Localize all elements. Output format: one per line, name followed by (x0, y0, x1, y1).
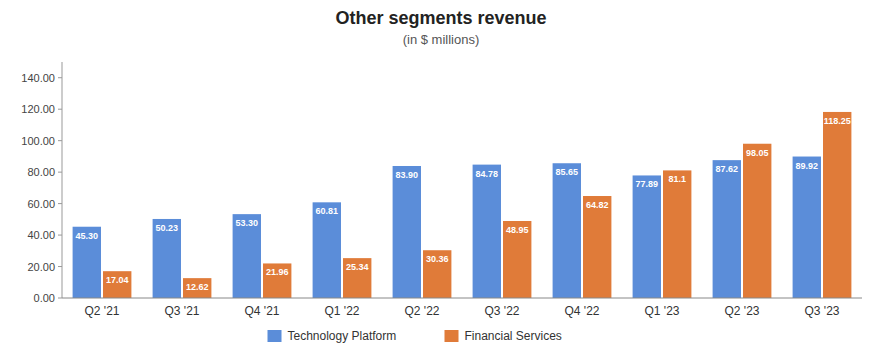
data-label: 25.34 (346, 262, 369, 272)
x-tick-label: Q4 '22 (565, 304, 600, 318)
y-tick-label: 20.00 (27, 261, 55, 273)
x-tick-label: Q1 '23 (645, 304, 680, 318)
bar (663, 170, 691, 298)
bar (393, 166, 421, 298)
legend: Technology Platform Financial Services (268, 329, 562, 343)
bar (713, 160, 741, 298)
x-tick-label: Q3 '23 (805, 304, 840, 318)
bar (183, 278, 211, 298)
x-tick-label: Q2 '23 (725, 304, 760, 318)
data-label: 60.81 (316, 206, 339, 216)
x-tick-label: Q3 '22 (485, 304, 520, 318)
x-tick-label: Q4 '21 (245, 304, 280, 318)
data-label: 53.30 (236, 218, 259, 228)
bar (553, 163, 581, 298)
bar (153, 219, 181, 298)
y-tick (58, 203, 62, 204)
y-axis: 0.00 20.00 40.00 60.00 80.00 100.00 120.00 140.… (21, 62, 62, 304)
y-tick-label: 140.00 (21, 72, 55, 84)
y-tick (58, 235, 62, 236)
y-tick-label: 40.00 (27, 229, 55, 241)
y-tick-label: 120.00 (21, 103, 55, 115)
bar (313, 202, 341, 298)
y-tick (58, 298, 62, 299)
y-tick (58, 77, 62, 78)
bar (423, 250, 451, 298)
y-axis-line (62, 62, 63, 298)
title: Other segments revenue (335, 8, 546, 28)
bar (73, 227, 101, 298)
x-tick-label: Q2 '21 (85, 304, 120, 318)
x-tick-label: Q2 '22 (405, 304, 440, 318)
data-label: 45.30 (76, 231, 99, 241)
data-label: 87.62 (716, 164, 739, 174)
data-label: 89.92 (796, 161, 819, 171)
data-label: 50.23 (156, 223, 179, 233)
y-tick-label: 0.00 (34, 292, 55, 304)
bar (823, 112, 851, 298)
y-tick (58, 109, 62, 110)
data-label: 98.05 (746, 148, 769, 158)
bar (503, 221, 531, 298)
bar (263, 263, 291, 298)
bar (633, 175, 661, 298)
bar (473, 165, 501, 298)
y-tick-label: 100.00 (21, 135, 55, 147)
legend-swatch (268, 330, 282, 342)
data-label: 83.90 (396, 170, 419, 180)
data-label: 30.36 (426, 254, 449, 264)
bar (103, 271, 131, 298)
data-label: 85.65 (556, 167, 579, 177)
bar (793, 157, 821, 298)
y-tick (58, 172, 62, 173)
legend-label: Technology Platform (288, 329, 397, 343)
bar (233, 214, 261, 298)
data-label: 12.62 (186, 282, 209, 292)
data-label: 64.82 (586, 200, 609, 210)
data-label: 118.25 (824, 116, 851, 126)
bar (343, 258, 371, 298)
data-label: 21.96 (266, 267, 289, 277)
data-label: 17.04 (106, 275, 129, 285)
y-tick (58, 266, 62, 267)
data-label: 84.78 (476, 169, 499, 179)
y-tick-label: 60.00 (27, 198, 55, 210)
x-tick-label: Q3 '21 (165, 304, 200, 318)
data-label: 81.1 (668, 174, 686, 184)
data-labels: 45.30 50.23 53.30 60.81 83.90 84.78 85.65 77.89… (76, 116, 851, 292)
chart: Other segments revenue (in $ millions) 0.0… (0, 0, 882, 360)
legend-swatch (445, 330, 459, 342)
bar (583, 196, 611, 298)
data-label: 77.89 (636, 179, 659, 189)
x-axis: Q2 '21 Q3 '21 Q4 '21 Q1 '22 Q2 '22 Q3 '22 Q4 '… (62, 298, 862, 318)
bars (73, 112, 852, 298)
y-tick-label: 80.00 (27, 166, 55, 178)
subtitle: (in $ millions) (403, 32, 480, 47)
x-tick-label: Q1 '22 (325, 304, 360, 318)
y-tick (58, 140, 62, 141)
bar (743, 144, 771, 298)
legend-label: Financial Services (465, 329, 562, 343)
data-label: 48.95 (506, 225, 529, 235)
x-axis-line (62, 298, 862, 299)
